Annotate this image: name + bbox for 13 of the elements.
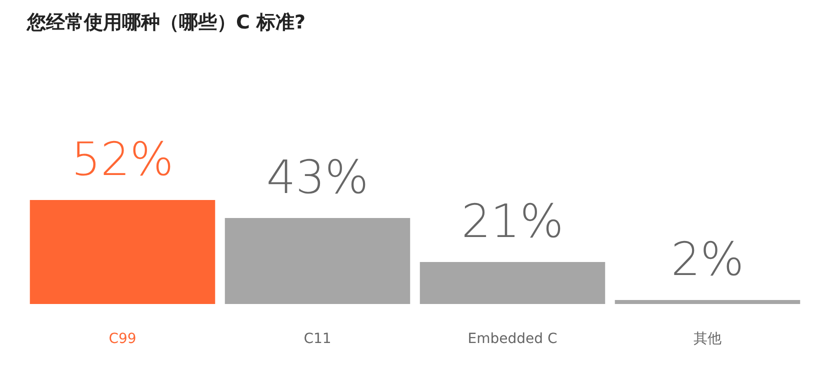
x-tick-label: C11 — [304, 331, 332, 347]
chart-title: 您经常使用哪种（哪些）C 标准? — [26, 12, 306, 34]
x-tick-label: 其他 — [694, 331, 722, 347]
data-label: 43% — [266, 150, 369, 204]
bar — [30, 200, 216, 304]
data-label: 52% — [71, 132, 174, 186]
x-tick-label: C99 — [108, 331, 136, 347]
data-label: 2% — [671, 232, 744, 286]
bar — [224, 218, 410, 304]
data-label: 21% — [461, 194, 564, 248]
x-tick-label: Embedded C — [468, 331, 558, 347]
bar — [420, 262, 606, 304]
bar — [614, 300, 800, 304]
